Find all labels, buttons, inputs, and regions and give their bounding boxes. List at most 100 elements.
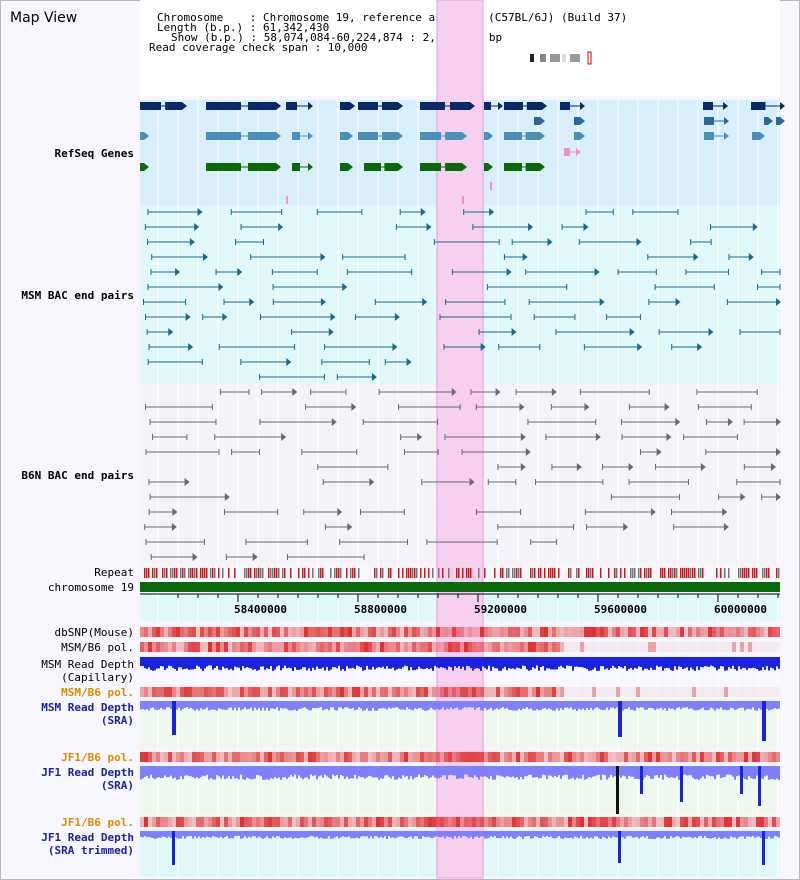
read-depth-bin	[344, 766, 346, 779]
read-depth-bin	[456, 657, 458, 668]
chromosome-label: chromosome 19	[47, 581, 134, 594]
polymorphism-bin	[772, 687, 776, 697]
read-depth-bin	[170, 657, 172, 667]
read-depth-bin	[484, 657, 486, 668]
read-depth-bin	[604, 766, 606, 776]
polymorphism-bin	[296, 642, 300, 652]
polymorphism-bin	[260, 627, 264, 637]
repeat-mark	[590, 568, 592, 578]
read-depth-bin	[592, 701, 594, 710]
b6n-bac-label[interactable]: B6N BAC end pairs	[21, 469, 134, 482]
read-depth-bin	[572, 657, 574, 671]
read-depth-bin	[738, 831, 740, 838]
read-depth-bin	[748, 766, 750, 776]
polymorphism-bin	[376, 817, 380, 827]
read-depth-bin	[754, 831, 756, 838]
read-depth-bin	[614, 831, 616, 838]
repeat-mark	[748, 568, 750, 578]
read-depth-bin	[430, 701, 432, 708]
polymorphism-bin	[200, 627, 204, 637]
gene-marker	[462, 196, 464, 204]
read-depth-bin	[358, 831, 360, 839]
read-depth-bin	[340, 701, 342, 708]
read-depth-bin	[486, 831, 488, 839]
read-depth-bin	[422, 766, 424, 778]
strand-arrow	[551, 388, 557, 396]
polymorphism-bin	[140, 752, 144, 762]
polymorphism-bin	[500, 627, 504, 637]
strand-arrow	[308, 132, 313, 140]
gene-exon	[140, 102, 161, 110]
read-depth-bin	[350, 701, 352, 709]
polymorphism-bin	[368, 687, 372, 697]
polymorphism-bin	[284, 752, 288, 762]
read-depth-bin	[264, 831, 266, 839]
polymorphism-bin	[672, 687, 676, 697]
read-depth-bin	[658, 701, 660, 709]
polymorphism-bin	[724, 752, 728, 762]
polymorphism-bin	[216, 817, 220, 827]
polymorphism-bin	[620, 687, 624, 697]
msm-bac-label[interactable]: MSM BAC end pairs	[21, 289, 134, 302]
read-depth-bin	[202, 831, 204, 837]
polymorphism-bin	[484, 642, 488, 652]
polymorphism-bin	[660, 752, 664, 762]
read-depth-bin	[650, 766, 652, 779]
read-depth-bin	[762, 766, 764, 780]
read-depth-bin	[524, 831, 526, 837]
polymorphism-bin	[704, 687, 708, 697]
read-depth-bin	[492, 701, 494, 711]
read-depth-bin	[376, 831, 378, 837]
read-depth-bin	[194, 657, 196, 669]
read-depth-bin	[194, 701, 196, 711]
strand-arrow	[776, 418, 781, 426]
polymorphism-bin	[528, 752, 532, 762]
read-depth-bin	[732, 831, 734, 838]
read-depth-bin	[438, 701, 440, 710]
read-depth-bin	[416, 657, 418, 670]
polymorphism-bin	[544, 687, 548, 697]
strand-arrow	[708, 328, 714, 336]
read-depth-bin	[726, 701, 728, 711]
strand-arrow	[462, 163, 467, 171]
repeat-mark	[468, 568, 470, 578]
read-depth-bin	[660, 766, 662, 775]
polymorphism-bin	[240, 627, 244, 637]
repeat-mark	[752, 568, 754, 578]
gene-exon	[340, 163, 348, 171]
strand-arrow	[328, 328, 334, 336]
read-depth-bin	[558, 766, 560, 776]
strand-arrow	[752, 223, 758, 231]
read-depth-bin	[374, 831, 376, 836]
read-depth-bin	[198, 831, 200, 837]
polymorphism-bin	[620, 817, 624, 827]
read-depth-bin	[664, 701, 666, 709]
polymorphism-bin	[228, 752, 232, 762]
read-depth-bin	[306, 831, 308, 838]
read-depth-bin	[364, 657, 366, 671]
strand-arrow	[637, 343, 643, 351]
polymorphism-bin	[264, 752, 268, 762]
read-depth-bin	[516, 831, 518, 838]
read-depth-bin	[586, 831, 588, 838]
polymorphism-bin	[432, 687, 436, 697]
read-depth-bin	[712, 766, 714, 777]
strand-arrow	[422, 298, 428, 306]
read-depth-bin	[544, 657, 546, 671]
read-depth-bin	[710, 701, 712, 708]
read-depth-bin	[264, 657, 266, 670]
repeat-mark	[502, 568, 504, 578]
read-depth-bin	[368, 657, 370, 670]
strand-arrow	[650, 508, 656, 516]
refseq-genes-label[interactable]: RefSeq Genes	[54, 147, 134, 160]
read-depth-bin	[718, 701, 720, 710]
polymorphism-bin	[644, 627, 648, 637]
repeat-mark	[156, 568, 158, 578]
polymorphism-bin	[148, 817, 152, 827]
read-depth-bin	[652, 701, 654, 709]
polymorphism-bin	[244, 817, 248, 827]
read-depth-bin	[600, 657, 602, 667]
read-depth-bin	[660, 831, 662, 839]
gene-exon	[752, 132, 760, 140]
